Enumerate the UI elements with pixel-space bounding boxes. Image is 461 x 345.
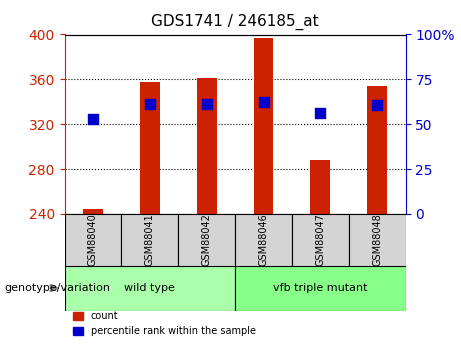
FancyBboxPatch shape	[178, 214, 235, 266]
Text: GSM88040: GSM88040	[88, 214, 98, 266]
Point	[317, 110, 324, 116]
Point	[373, 102, 381, 108]
Text: GSM88041: GSM88041	[145, 214, 155, 266]
FancyBboxPatch shape	[121, 214, 178, 266]
Bar	[83, 209, 103, 214]
FancyBboxPatch shape	[65, 214, 121, 266]
FancyBboxPatch shape	[65, 266, 235, 311]
Point	[89, 116, 97, 121]
FancyBboxPatch shape	[292, 214, 349, 266]
Bar	[197, 78, 217, 214]
FancyBboxPatch shape	[235, 214, 292, 266]
Bar	[254, 38, 273, 214]
FancyBboxPatch shape	[235, 266, 406, 311]
Text: GSM88046: GSM88046	[259, 214, 269, 266]
Text: genotype/variation: genotype/variation	[5, 283, 111, 293]
Bar	[367, 86, 387, 214]
Bar	[310, 160, 331, 214]
FancyBboxPatch shape	[349, 214, 406, 266]
Point	[203, 101, 210, 107]
Text: GSM88042: GSM88042	[201, 213, 212, 266]
Title: GDS1741 / 246185_at: GDS1741 / 246185_at	[151, 14, 319, 30]
Text: vfb triple mutant: vfb triple mutant	[273, 283, 367, 293]
Legend: count, percentile rank within the sample: count, percentile rank within the sample	[70, 307, 260, 340]
Text: GSM88047: GSM88047	[315, 213, 325, 266]
Point	[260, 99, 267, 105]
Point	[146, 101, 154, 107]
Text: wild type: wild type	[124, 283, 175, 293]
Text: GSM88048: GSM88048	[372, 214, 382, 266]
Bar	[140, 81, 160, 214]
